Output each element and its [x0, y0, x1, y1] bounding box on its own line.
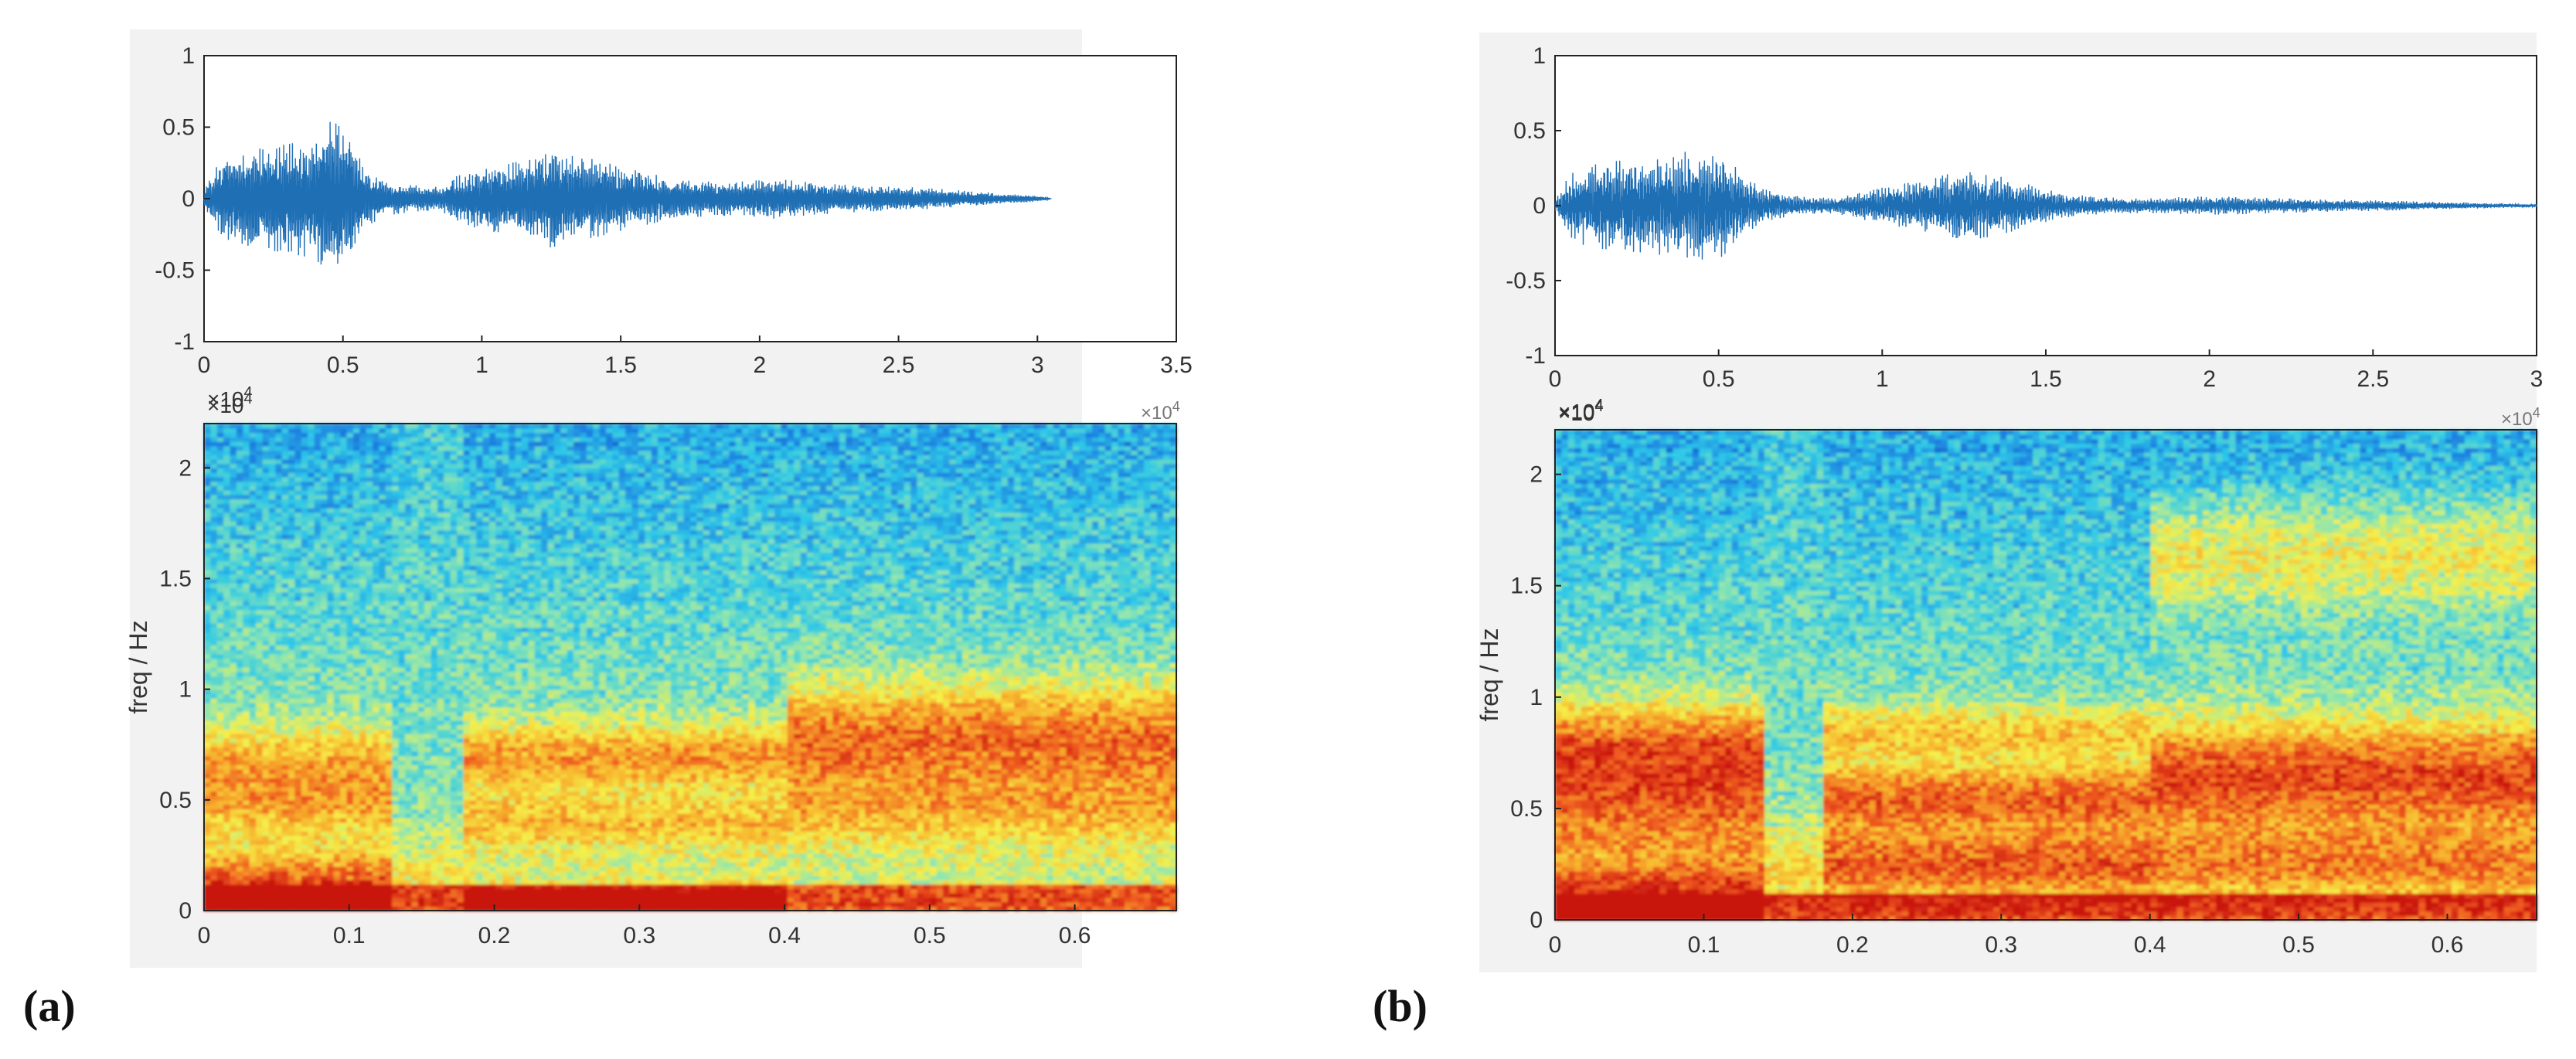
spectrogram-heatmap	[204, 424, 1177, 911]
y-tick-label: 0.5	[1513, 118, 1546, 144]
x-tick-label: 3	[1031, 352, 1044, 378]
x-tick-label: 0.4	[768, 923, 801, 948]
y-tick-label: 0	[1533, 193, 1546, 219]
y-tick-label: 1.5	[159, 566, 192, 591]
y-axis-label: freq / Hz	[124, 621, 152, 714]
y-tick-label: 0.5	[159, 788, 192, 813]
x-tick-label: 1	[475, 352, 488, 378]
x-tick-label: 2	[2203, 366, 2216, 392]
x-tick-label: 3.5	[1160, 352, 1193, 378]
x-tick-label: 2.5	[2357, 366, 2389, 392]
x-tick-label: 0	[198, 923, 211, 948]
panel-label-b: (b)	[1373, 980, 1428, 1032]
y-tick-label: 1	[179, 677, 192, 703]
x-tick-label: 0	[198, 352, 211, 378]
x-tick-label: 0.3	[623, 923, 655, 948]
y-tick-label: 0.5	[162, 115, 195, 141]
x-tick-label: 0.5	[914, 923, 946, 948]
y-tick-label: 2	[1530, 462, 1543, 488]
top-exponent-power: 4	[1172, 399, 1180, 414]
x-tick-label: 0.1	[1688, 932, 1720, 958]
y-tick-label: 0	[179, 898, 192, 924]
top-exponent-power: 4	[2533, 405, 2540, 421]
top-exponent-label: ×104	[1141, 399, 1180, 424]
x-tick-label: 2.5	[883, 352, 915, 378]
y-tick-label: 1	[1533, 43, 1546, 69]
x-tick-label: 1	[1876, 366, 1889, 392]
y-tick-label: 0.5	[1510, 796, 1543, 822]
x-tick-label: 1.5	[604, 352, 637, 378]
x-tick-label: 0.2	[478, 923, 511, 948]
y-axis-label: freq / Hz	[1475, 628, 1503, 722]
y-tick-label: 1.5	[1510, 574, 1543, 599]
spectrogram-heatmap	[1555, 430, 2537, 921]
y-exponent-power: 4	[244, 390, 253, 407]
x-tick-label: 2	[754, 352, 767, 378]
x-tick-label: 0	[1549, 932, 1562, 958]
x-tick-label: 1.5	[2030, 366, 2062, 392]
x-tick-label: 0.5	[327, 352, 359, 378]
x-tick-label: 3	[2530, 366, 2544, 392]
x-tick-label: 0.6	[1059, 923, 1091, 948]
x-tick-label: 0.1	[333, 923, 366, 948]
y-tick-label: 0	[182, 186, 195, 212]
spectrogram-plot-a: 0 0.1 0.2 0.3 0.4 0.5 0.6 0 0.5 1 1.5 2 freq / Hz ×10…	[124, 390, 1180, 948]
panel-label-a: (a)	[23, 980, 76, 1032]
y-exponent-power: 4	[1595, 397, 1604, 414]
x-tick-label: 0.3	[1985, 932, 2017, 958]
x-tick-label: 0	[1549, 366, 1562, 392]
x-tick-label: 0.5	[1703, 366, 1735, 392]
y-tick-label: 0	[1530, 907, 1543, 933]
y-tick-label: -1	[1525, 343, 1546, 369]
y-tick-label: -0.5	[1506, 268, 1546, 294]
y-tick-label: 1	[182, 43, 195, 69]
x-tick-label: 0.6	[2431, 932, 2464, 958]
y-tick-label: 1	[1530, 685, 1543, 710]
y-tick-label: -0.5	[155, 258, 195, 284]
y-tick-label: 2	[179, 455, 192, 481]
x-tick-label: 0.5	[2282, 932, 2315, 958]
x-tick-label: 0.2	[1836, 932, 1869, 958]
y-tick-label: -1	[174, 329, 195, 355]
x-tick-label: 0.4	[2134, 932, 2166, 958]
